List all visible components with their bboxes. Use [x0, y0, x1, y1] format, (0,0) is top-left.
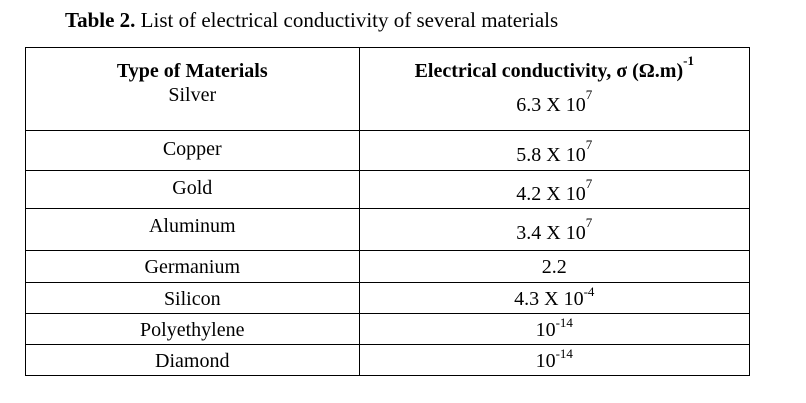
header-material: Type of Materials — [116, 60, 268, 82]
cell-exponent: 7 — [585, 214, 593, 230]
cell-exponent: -4 — [583, 283, 595, 299]
cell-exponent: 7 — [585, 87, 593, 102]
cell-conductivity: 4.2 X 107 — [358, 170, 750, 209]
table-row-germanium: Germanium 2.2 — [25, 250, 750, 283]
cell-mantissa: 5.8 X 10 — [516, 143, 586, 166]
cell-mantissa: 4.2 X 10 — [516, 182, 586, 205]
cell-conductivity: 4.3 X 10-4 — [358, 282, 750, 314]
table-caption-label: Table 2. — [65, 8, 136, 32]
cell-material: Polyethylene — [25, 313, 360, 345]
table-row-polyethylene: Polyethylene 10-14 — [25, 313, 750, 345]
header-conductivity-unit-exponent: -1 — [683, 53, 694, 68]
table-row-copper: Copper 5.8 X 107 — [25, 130, 750, 171]
table-caption-text: List of electrical conductivity of sever… — [135, 8, 559, 32]
cell-exponent: 7 — [585, 175, 593, 191]
table-header-row: Type of Materials Electrical conductivit… — [26, 47, 750, 83]
cell-mantissa: 10 — [535, 349, 556, 372]
cell-exponent: -14 — [555, 314, 573, 330]
cell-material: Diamond — [155, 349, 230, 372]
cell-mantissa: 10 — [535, 318, 556, 341]
table-caption: Table 2. List of electrical conductivity… — [65, 8, 558, 33]
table-row-silver: Silver 6.3 X 107 — [25, 83, 750, 131]
cell-material: Germanium — [25, 250, 360, 283]
cell-conductivity: 10-14 — [358, 313, 750, 345]
cell-material: Copper — [25, 130, 360, 171]
cell-conductivity: 3.4 X 107 — [358, 208, 750, 251]
cell-conductivity: 10-14 — [358, 344, 750, 375]
cell-conductivity: 5.8 X 107 — [358, 130, 750, 171]
cell-material: Silicon — [25, 282, 360, 314]
cell-material: Silver — [25, 83, 360, 131]
cell-mantissa: 6.3 X 10 — [516, 94, 586, 116]
header-conductivity: Electrical conductivity, σ (Ω.m)-1 — [358, 47, 750, 83]
cell-mantissa: 4.3 X 10 — [514, 287, 584, 310]
cell-conductivity: 2.2 — [358, 250, 750, 283]
conductivity-table: Type of Materials Electrical conductivit… — [25, 47, 750, 376]
table-row-aluminum: Aluminum 3.4 X 107 — [25, 208, 750, 251]
cell-mantissa: 3.4 X 10 — [516, 221, 586, 244]
cell-mantissa: 2.2 — [541, 255, 567, 278]
header-conductivity-label: Electrical conductivity, σ (Ω.m) — [414, 60, 684, 82]
table-row-gold: Gold 4.2 X 107 — [25, 170, 750, 209]
cell-material: Aluminum — [25, 208, 360, 251]
cell-exponent: -14 — [555, 345, 573, 361]
table-row-silicon: Silicon 4.3 X 10-4 — [25, 282, 750, 314]
cell-material: Gold — [25, 170, 360, 209]
cell-conductivity: 6.3 X 107 — [358, 83, 750, 131]
cell-exponent: 7 — [585, 136, 593, 152]
table-row-diamond: Diamond 10-14 — [26, 344, 750, 375]
